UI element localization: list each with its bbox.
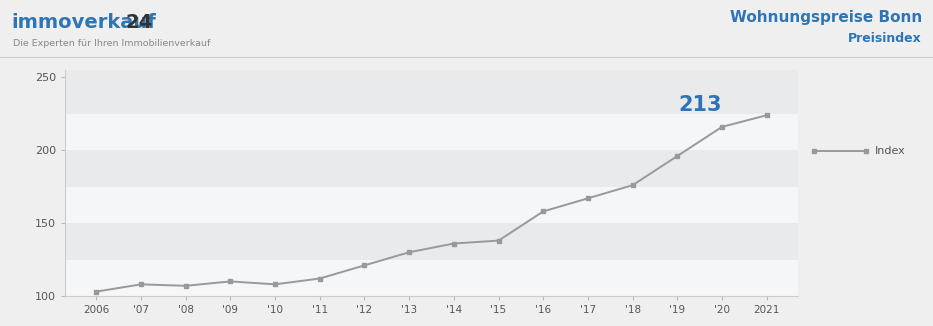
Text: Index: Index — [874, 146, 905, 156]
Bar — [65, 114, 798, 150]
Text: 24: 24 — [125, 13, 152, 32]
Text: Wohnungspreise Bonn: Wohnungspreise Bonn — [730, 10, 922, 25]
Bar — [65, 150, 798, 187]
Bar — [65, 223, 798, 259]
Bar — [65, 259, 798, 296]
Text: 213: 213 — [678, 95, 721, 115]
Bar — [65, 70, 798, 114]
Text: immoverkauf: immoverkauf — [11, 13, 156, 32]
Text: Die Experten für Ihren Immobilienverkauf: Die Experten für Ihren Immobilienverkauf — [13, 38, 211, 48]
Text: Preisindex: Preisindex — [848, 32, 922, 45]
Bar — [65, 187, 798, 223]
